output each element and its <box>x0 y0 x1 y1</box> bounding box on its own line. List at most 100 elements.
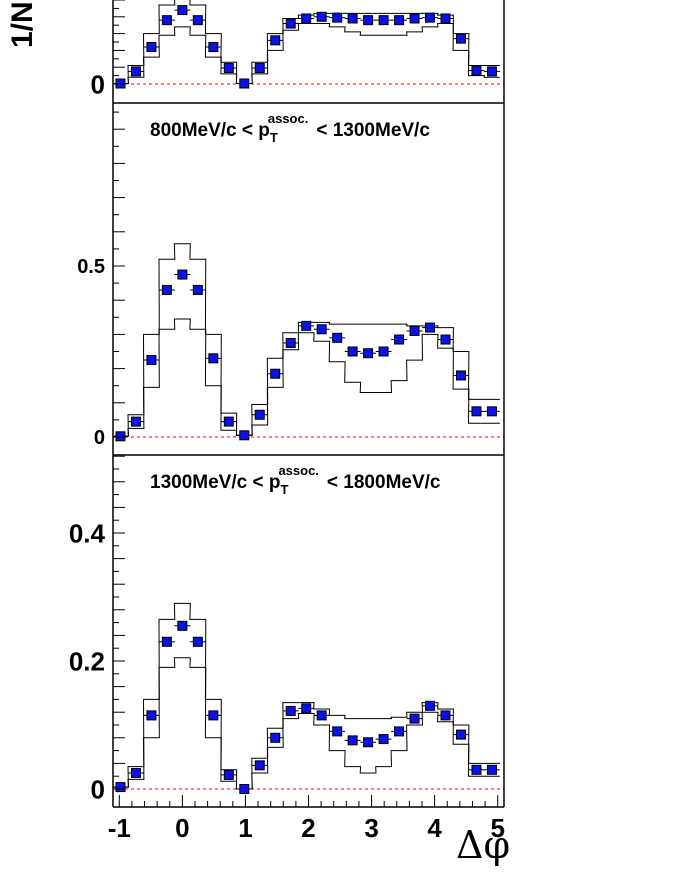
data-point <box>239 78 250 89</box>
data-point <box>455 729 466 740</box>
data-point <box>332 726 343 737</box>
data-point <box>208 42 219 53</box>
data-point <box>378 346 389 357</box>
data-point <box>301 320 312 331</box>
data-point <box>285 705 296 716</box>
x-tick-label: 2 <box>301 813 315 843</box>
panel-plot-area <box>113 602 504 794</box>
data-point <box>270 732 281 743</box>
x-tick-label: 5 <box>490 813 504 843</box>
data-point <box>409 713 420 724</box>
panel-title-superscript: assoc. <box>278 463 318 478</box>
data-point <box>223 63 234 74</box>
data-point <box>270 368 281 379</box>
panel-plot-area <box>113 0 504 89</box>
data-point <box>332 332 343 343</box>
data-point <box>254 760 265 771</box>
data-point <box>316 324 327 335</box>
data-point <box>177 5 188 16</box>
data-point <box>455 33 466 44</box>
data-point <box>208 710 219 721</box>
panel-title-tail: < 1800MeV/c <box>327 472 441 493</box>
data-point <box>378 734 389 745</box>
y-tick-label: 0.2 <box>69 646 105 676</box>
data-point <box>161 636 172 647</box>
data-point <box>486 66 497 77</box>
data-point <box>486 406 497 417</box>
panel-title-subscript: T <box>270 130 278 145</box>
data-point <box>378 15 389 26</box>
x-tick-label: 0 <box>175 813 189 843</box>
x-axis-title: Δφ <box>456 823 510 867</box>
data-point <box>177 269 188 280</box>
data-point <box>239 430 250 441</box>
data-point <box>254 63 265 74</box>
data-point <box>394 334 405 345</box>
data-point <box>223 416 234 427</box>
data-point <box>115 78 126 89</box>
data-point <box>115 431 126 442</box>
data-point <box>471 406 482 417</box>
data-point <box>130 416 141 427</box>
data-point <box>394 726 405 737</box>
data-point <box>425 12 436 23</box>
band-lower-histogram <box>113 318 500 437</box>
y-axis-title: 1/N <box>6 1 39 48</box>
panel-title: 1300MeV/c < pTassoc. < 1800MeV/c <box>150 463 441 497</box>
data-point <box>347 13 358 24</box>
data-point <box>146 710 157 721</box>
data-point <box>270 35 281 46</box>
data-point <box>130 768 141 778</box>
y-tick-label: 0 <box>91 774 105 804</box>
data-point <box>177 620 188 631</box>
data-point <box>301 703 312 714</box>
data-point <box>130 66 141 77</box>
panel-top: 0 <box>91 0 505 104</box>
data-point <box>254 409 265 420</box>
panel-plot-area <box>113 243 504 442</box>
data-point <box>363 737 374 748</box>
data-point <box>301 13 312 24</box>
x-tick-label: 3 <box>364 813 378 843</box>
x-tick-label: -1 <box>108 813 131 843</box>
data-point <box>440 13 451 24</box>
panel-title-lead: 1300MeV/c < p <box>150 472 280 493</box>
data-point <box>208 353 219 364</box>
data-point <box>486 764 497 775</box>
data-point <box>285 337 296 348</box>
data-point <box>239 784 250 794</box>
data-point <box>425 700 436 711</box>
data-point <box>223 769 234 780</box>
data-point <box>409 13 420 24</box>
data-point <box>146 42 157 53</box>
data-point <box>440 334 451 345</box>
data-point <box>146 355 157 366</box>
x-tick-label: 1 <box>238 813 252 843</box>
panel-title-tail: < 1300MeV/c <box>316 120 430 141</box>
data-point <box>455 370 466 381</box>
data-point <box>471 764 482 775</box>
data-point <box>363 348 374 359</box>
panel-title-subscript: T <box>280 482 288 497</box>
data-point <box>425 322 436 333</box>
data-point <box>285 18 296 29</box>
panel-title-lead: 800MeV/c < p <box>150 120 270 141</box>
panel-title: 800MeV/c < pTassoc. < 1300MeV/c <box>150 111 430 145</box>
data-point <box>161 15 172 26</box>
y-tick-label: 0 <box>91 69 105 99</box>
data-point <box>440 710 451 721</box>
data-point <box>192 15 203 26</box>
data-point <box>316 710 327 721</box>
y-tick-label: 0 <box>94 427 105 449</box>
band-upper-histogram <box>113 602 500 790</box>
data-point <box>115 782 126 793</box>
y-tick-label: 0.5 <box>77 256 105 278</box>
y-tick-label: 0.4 <box>69 518 106 548</box>
data-point <box>161 284 172 295</box>
panel-bottom: 0 0.2 0.4 1300MeV/c < pTassoc. < 1800MeV/c <box>69 455 505 808</box>
band-lower-histogram <box>113 23 500 84</box>
data-point <box>192 284 203 295</box>
data-point <box>409 325 420 336</box>
